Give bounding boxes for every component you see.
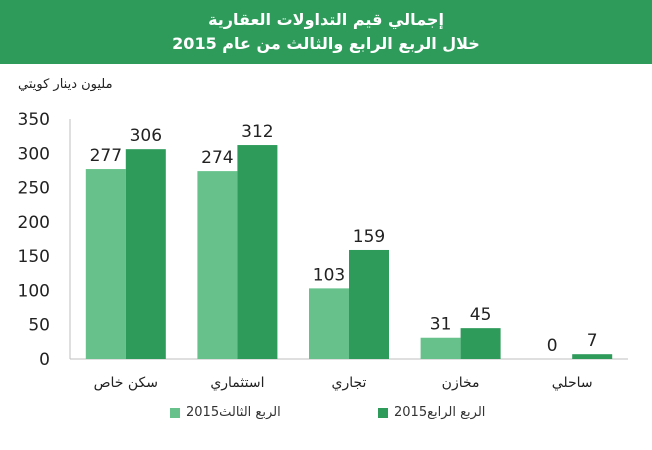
y-tick-label: 350 — [18, 110, 50, 130]
bar-q3 — [85, 169, 126, 359]
bar-q4 — [237, 145, 278, 359]
data-label: 31 — [430, 315, 452, 335]
legend-label-q4: الربع الرابع2015 — [394, 405, 486, 420]
bar-q4 — [460, 328, 501, 359]
title-band: إجمالي قيم التداولات العقارية خلال الربع… — [0, 0, 652, 64]
bar-q3 — [420, 337, 461, 359]
legend-item-q3: الربع الثالث2015 — [170, 405, 281, 420]
unit-label: مليون دينار كويتي — [18, 77, 113, 92]
data-label: 7 — [587, 331, 598, 351]
y-tick-label: 150 — [18, 247, 50, 267]
data-label: 0 — [547, 336, 558, 356]
legend-swatch-q3 — [170, 407, 180, 418]
x-tick-label: ساحلي — [552, 375, 593, 391]
data-label: 274 — [201, 148, 233, 168]
y-tick-label: 100 — [18, 281, 50, 301]
data-label: 103 — [313, 265, 345, 285]
x-tick-label: مخازن — [442, 375, 480, 391]
x-tick-label: تجاري — [332, 375, 367, 391]
chart-title-line-1: إجمالي قيم التداولات العقارية — [208, 10, 444, 29]
bar-q4 — [572, 354, 613, 359]
bar-q4 — [349, 249, 389, 359]
bar-q3 — [197, 171, 238, 359]
x-tick-label: استثماري — [210, 375, 264, 391]
legend-item-q4: الربع الرابع2015 — [378, 405, 485, 420]
data-label: 45 — [470, 305, 492, 325]
data-label: 312 — [241, 122, 273, 142]
data-label: 277 — [90, 146, 122, 166]
y-tick-label: 200 — [18, 213, 50, 233]
data-label: 159 — [353, 227, 385, 247]
y-tick-label: 50 — [28, 316, 50, 336]
legend-label-q3: الربع الثالث2015 — [186, 405, 281, 420]
data-label: 306 — [130, 126, 162, 146]
y-tick-label: 0 — [39, 350, 50, 370]
y-tick-label: 250 — [18, 179, 50, 199]
x-tick-label: سكن خاص — [94, 375, 158, 391]
bar-q4 — [125, 149, 166, 359]
legend-swatch-q4 — [378, 407, 388, 418]
y-tick-label: 300 — [18, 144, 50, 164]
chart-title-line-2: خلال الربع الرابع والثالث من عام 2015 — [172, 34, 480, 53]
bar-q3 — [309, 288, 349, 359]
legend: الربع الثالث2015 الربع الرابع2015 — [0, 405, 652, 429]
